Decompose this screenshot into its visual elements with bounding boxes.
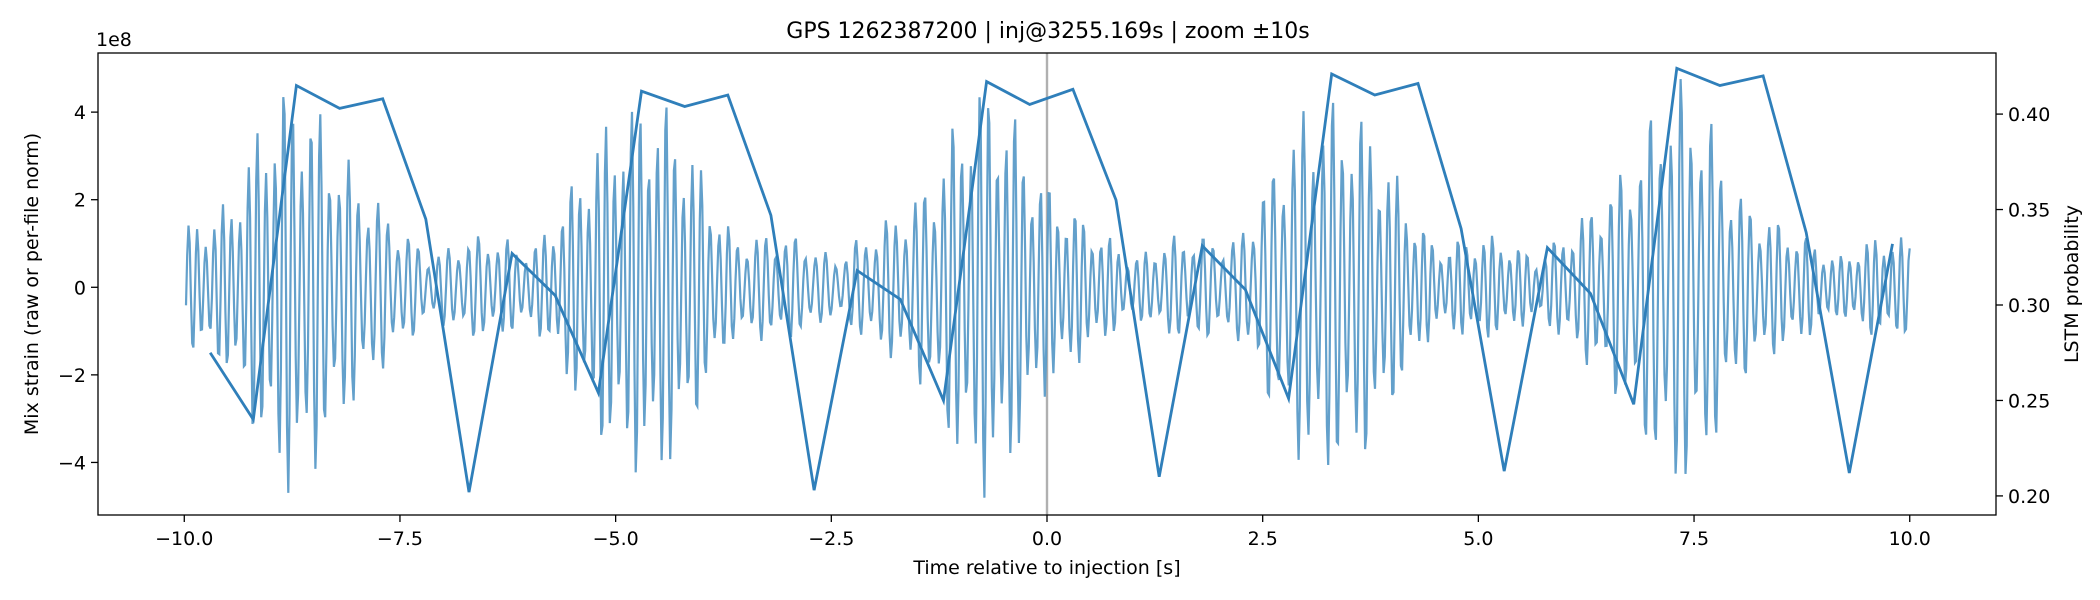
x-tick-label: 10.0 [1889,528,1931,550]
y-axis-label: Mix strain (raw or per-file norm) [21,133,43,435]
x-tick-label: −5.0 [593,528,639,550]
x-tick-label: 5.0 [1463,528,1493,550]
y-axis-right: 0.20 0.25 0.30 0.35 0.40 [1996,104,2050,508]
y-tick-label: −2 [58,365,86,387]
y2-axis-label: LSTM probability [2061,205,2083,363]
x-axis-label: Time relative to injection [s] [912,557,1180,579]
x-tick-label: 2.5 [1248,528,1278,550]
x-tick-label: −2.5 [808,528,854,550]
y-axis-left: −4 −2 0 2 4 [58,102,98,474]
x-tick-label: −7.5 [377,528,423,550]
x-tick-label: 0.0 [1032,528,1062,550]
x-tick-label: 7.5 [1679,528,1709,550]
lstm-probability-line [209,66,1894,493]
x-axis: −10.0 −7.5 −5.0 −2.5 0.0 2.5 5.0 7.5 10.0 [155,515,1931,550]
y-tick-label: 2 [74,190,86,212]
y-tick-label: 4 [74,102,86,124]
y-tick-label: −4 [58,452,86,474]
plot-area [184,53,1911,515]
x-tick-label: −10.0 [155,528,213,550]
y2-tick-label: 0.40 [2008,104,2050,126]
y2-tick-label: 0.25 [2008,390,2050,412]
y2-tick-label: 0.35 [2008,200,2050,222]
y2-tick-label: 0.30 [2008,295,2050,317]
y-tick-label: 0 [74,277,86,299]
chart-title: GPS 1262387200 | inj@3255.169s | zoom ±1… [786,19,1309,44]
y-offset-label: 1e8 [96,29,132,51]
y2-tick-label: 0.20 [2008,486,2050,508]
strain-series-line [184,79,1911,498]
